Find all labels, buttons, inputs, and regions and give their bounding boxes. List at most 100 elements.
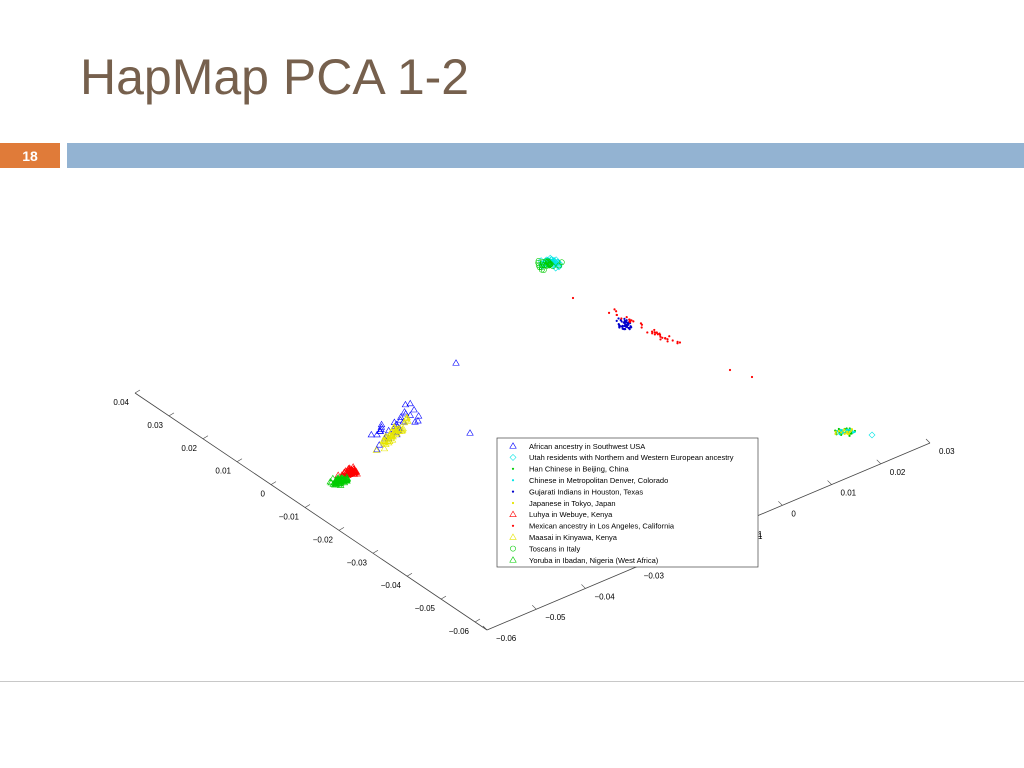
y-axis-tick (440, 595, 447, 600)
y-axis-tick-label: 0.01 (215, 467, 231, 476)
x-axis-tick (925, 438, 931, 444)
data-point (536, 264, 543, 271)
data-point (628, 318, 631, 321)
data-point (632, 320, 635, 323)
data-point (626, 325, 629, 329)
data-point (384, 437, 392, 444)
data-point (630, 319, 633, 322)
data-point (676, 342, 679, 345)
x-axis-tick (827, 480, 832, 485)
data-point (535, 257, 542, 264)
data-point (607, 311, 611, 314)
data-point (509, 453, 517, 461)
data-point (381, 432, 390, 440)
data-point (543, 262, 550, 269)
data-point (834, 430, 837, 433)
data-point (466, 429, 474, 436)
y-axis-tick (338, 527, 345, 531)
data-point (666, 338, 669, 341)
data-point (628, 328, 631, 331)
y-axis-tick (236, 458, 243, 462)
data-point (624, 327, 627, 331)
y-axis-tick-label: 0.04 (113, 398, 129, 407)
slide-title: HapMap PCA 1-2 (80, 49, 470, 105)
x-axis-tick (778, 501, 783, 506)
legend-entry-label: Toscans in Italy (529, 544, 581, 553)
chart-legend: African ancestry in Southwest USA Utah re… (496, 437, 759, 568)
data-point (509, 533, 517, 540)
data-point (621, 324, 624, 327)
data-point (397, 413, 405, 420)
legend-entry-label: Japanese in Tokyo, Japan (529, 499, 616, 508)
legend-entry-label: African ancestry in Southwest USA (529, 442, 645, 451)
data-point (509, 556, 517, 563)
x-axis-tick-label: 0 (791, 509, 796, 518)
data-point (394, 425, 403, 433)
data-point (333, 478, 342, 485)
data-point (377, 423, 386, 430)
y-axis-tick-label: 0 (261, 490, 266, 499)
data-point (535, 259, 542, 266)
data-point (552, 264, 560, 272)
y-axis-tick-label: −0.04 (381, 581, 402, 590)
data-point (868, 431, 876, 439)
data-point (511, 479, 515, 482)
data-point (658, 332, 661, 335)
data-point (617, 317, 620, 320)
data-point (401, 400, 410, 408)
data-point (387, 427, 396, 435)
data-point (452, 359, 460, 366)
x-axis-tick (581, 584, 586, 589)
data-point (623, 317, 626, 320)
legend-entry-label: Luhya in Webuye, Kenya (529, 510, 613, 519)
data-point (651, 332, 654, 335)
data-point (640, 323, 644, 326)
x-axis-tick (532, 605, 537, 610)
data-point (345, 465, 354, 473)
data-point (550, 256, 558, 264)
header-band (67, 143, 1024, 168)
data-point (625, 316, 628, 319)
x-axis-tick (482, 625, 488, 631)
data-point (615, 313, 618, 317)
data-point (626, 323, 629, 326)
legend-entry-label: Han Chinese in Beijing, China (529, 465, 629, 474)
data-point (410, 405, 418, 413)
legend-entry-label: Chinese in Metropolitan Denver, Colorado (529, 476, 668, 485)
data-point (403, 413, 411, 421)
legend-entry-label: Maasai in Kinyawa, Kenya (529, 533, 618, 542)
data-point (401, 409, 410, 417)
data-point (389, 432, 397, 440)
data-point (838, 432, 841, 436)
y-axis-tick (372, 550, 379, 554)
data-point (668, 335, 671, 338)
data-point (640, 326, 643, 329)
data-point (671, 339, 674, 342)
y-axis-tick (406, 572, 413, 577)
data-point (414, 417, 422, 424)
legend-entry-label: Utah residents with Northern and Western… (529, 453, 734, 462)
data-point (396, 425, 405, 432)
data-point (850, 432, 853, 435)
slide-number-badge: 18 (0, 143, 60, 168)
data-point (847, 432, 850, 435)
chart-points (326, 254, 876, 488)
legend-entry-label: Mexican ancestry in Los Angeles, Califor… (529, 522, 675, 531)
data-point (340, 478, 349, 486)
data-point (659, 335, 662, 338)
x-axis-tick-label: −0.04 (594, 592, 615, 601)
y-axis-tick (168, 412, 175, 417)
data-point (411, 418, 419, 425)
data-point (326, 477, 335, 485)
x-axis-tick-label: 0.01 (841, 489, 857, 498)
data-point (376, 427, 384, 434)
data-point (615, 319, 618, 322)
data-point (509, 510, 517, 517)
data-point (678, 341, 682, 344)
y-axis-tick-label: 0.02 (181, 444, 197, 453)
data-point (509, 442, 517, 449)
data-point (554, 258, 562, 266)
data-point (837, 427, 840, 431)
